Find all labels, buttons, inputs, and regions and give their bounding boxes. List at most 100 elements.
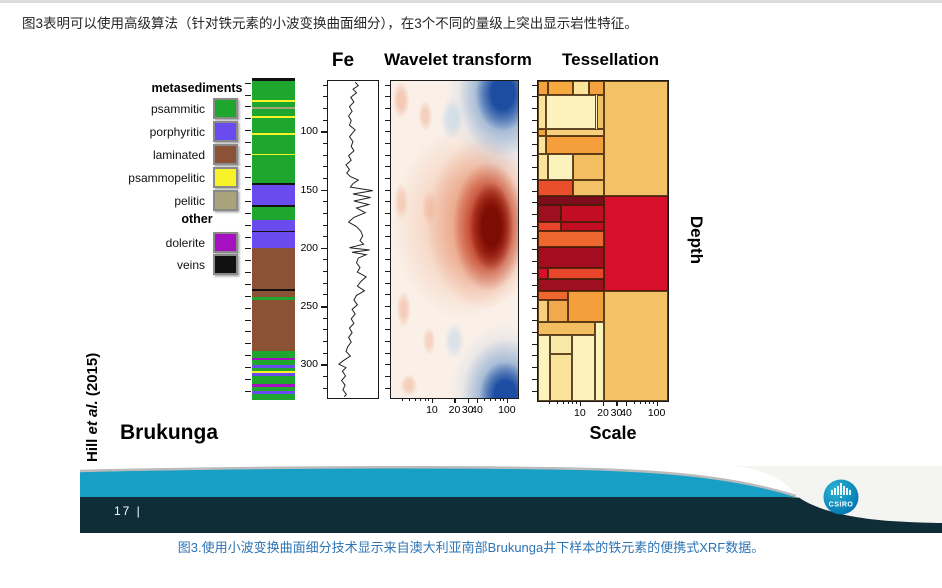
tessellation-cell: [538, 268, 549, 280]
legend-item-dolerite: dolerite: [60, 232, 238, 253]
banner-cyan-band: [80, 468, 797, 497]
axis-tick: [532, 202, 537, 204]
tessellation-cell: [538, 321, 596, 335]
tessellation-cell: [604, 81, 668, 197]
legend-item-psammopelitic: psammopelitic: [60, 167, 238, 188]
axis-tick: [644, 401, 646, 404]
axis-tick-label: 30: [610, 407, 623, 419]
axis-tick: [323, 84, 327, 86]
page-number: 17 |: [114, 504, 142, 518]
lithology-stripe: [252, 219, 295, 232]
axis-tick: [402, 398, 404, 401]
axis-tick: [245, 307, 251, 309]
axis-tick-label: 200: [300, 241, 318, 254]
logo-bar: [837, 486, 839, 495]
axis-tick: [532, 296, 537, 298]
tessellation-cell: [549, 334, 572, 354]
axis-tick: [245, 165, 251, 167]
axis-tick: [431, 398, 434, 403]
axis-tick: [323, 376, 327, 378]
axis-tick: [321, 247, 327, 250]
axis-tick-label: 40: [471, 404, 483, 416]
lithology-strip: [252, 78, 295, 400]
lithology-stripe: [252, 207, 295, 220]
axis-tick: [385, 282, 390, 284]
axis-tick: [385, 119, 390, 121]
axis-tick: [385, 96, 390, 98]
lithology-stripe: [252, 364, 295, 369]
csiro-logo: CSIRO: [823, 479, 859, 515]
tessellation-cell: [538, 231, 605, 248]
axis-tick: [568, 401, 570, 404]
lithology-stripe: [252, 182, 295, 185]
tessellation-cell: [538, 204, 562, 222]
axis-tick-label: 300: [300, 358, 318, 371]
axis-tick: [245, 118, 251, 120]
axis-tick: [503, 398, 505, 401]
legend-color-swatch: [213, 144, 238, 165]
axis-tick: [385, 142, 390, 144]
tessellation-cell: [567, 290, 605, 322]
axis-tick: [385, 154, 390, 156]
axis-tick: [245, 141, 251, 143]
logo-bar: [840, 483, 842, 495]
axis-tick: [245, 224, 251, 226]
lithology-stripe: [252, 134, 295, 154]
tessellation-cell: [548, 268, 605, 280]
axis-tick: [321, 131, 327, 133]
lithology-stripe: [252, 205, 295, 208]
axis-tick: [556, 401, 558, 404]
axis-tick-label: 20: [448, 404, 461, 416]
tessellation-cell: [604, 196, 668, 291]
axis-tick: [323, 201, 327, 203]
legend-item-label: veins: [176, 257, 205, 272]
tessellation-cell: [538, 81, 549, 96]
axis-tick: [321, 306, 327, 308]
fe-panel-title: Fe: [331, 50, 355, 71]
axis-tick: [245, 272, 251, 274]
axis-tick: [245, 319, 251, 321]
tessellation-cell: [538, 136, 546, 154]
lithology-stripe: [252, 370, 295, 373]
axis-tick: [649, 401, 651, 404]
axis-tick: [245, 94, 251, 96]
axis-tick: [532, 84, 537, 86]
axis-tick-label: 10: [426, 404, 438, 416]
axis-tick: [323, 329, 327, 331]
legend-item-psammitic: psammitic: [60, 98, 238, 119]
axis-tick: [385, 341, 390, 343]
legend-item-veins: veins: [60, 254, 238, 275]
axis-tick: [532, 320, 537, 321]
legend-color-swatch: [213, 121, 238, 142]
axis-tick: [506, 398, 509, 403]
lithology-stripe: [252, 102, 295, 108]
legend-color-swatch: [213, 190, 238, 211]
logo-bar: [849, 490, 851, 495]
legend-item-porphyritic: porphyritic: [60, 121, 238, 142]
axis-tick: [245, 177, 251, 179]
axis-tick: [490, 398, 492, 401]
lithology-stripe: [252, 78, 295, 81]
axis-tick-label: 100: [498, 404, 516, 416]
axis-tick: [424, 398, 426, 401]
fe-line: [337, 81, 373, 398]
scale-axis-label: Scale: [589, 423, 637, 443]
wavelet-panel-title: Wavelet transform: [384, 50, 532, 69]
axis-tick: [532, 367, 537, 369]
source-pre: Hill: [84, 434, 101, 462]
tessellation-cell: [596, 95, 605, 129]
axis-tick: [626, 401, 628, 406]
tessellation-panel-title: Tessellation: [562, 50, 659, 69]
axis-tick: [323, 166, 327, 168]
lithology-stripe: [252, 99, 295, 103]
axis-tick: [245, 283, 251, 285]
axis-tick-label: 30: [461, 404, 474, 416]
axis-tick: [245, 130, 251, 132]
axis-tick: [385, 189, 390, 191]
axis-tick: [467, 398, 469, 403]
tessellation-cell: [573, 81, 589, 96]
axis-tick: [656, 401, 658, 406]
lithology-stripe: [252, 290, 295, 298]
axis-tick: [323, 294, 327, 296]
tessellation-cell: [538, 290, 568, 301]
